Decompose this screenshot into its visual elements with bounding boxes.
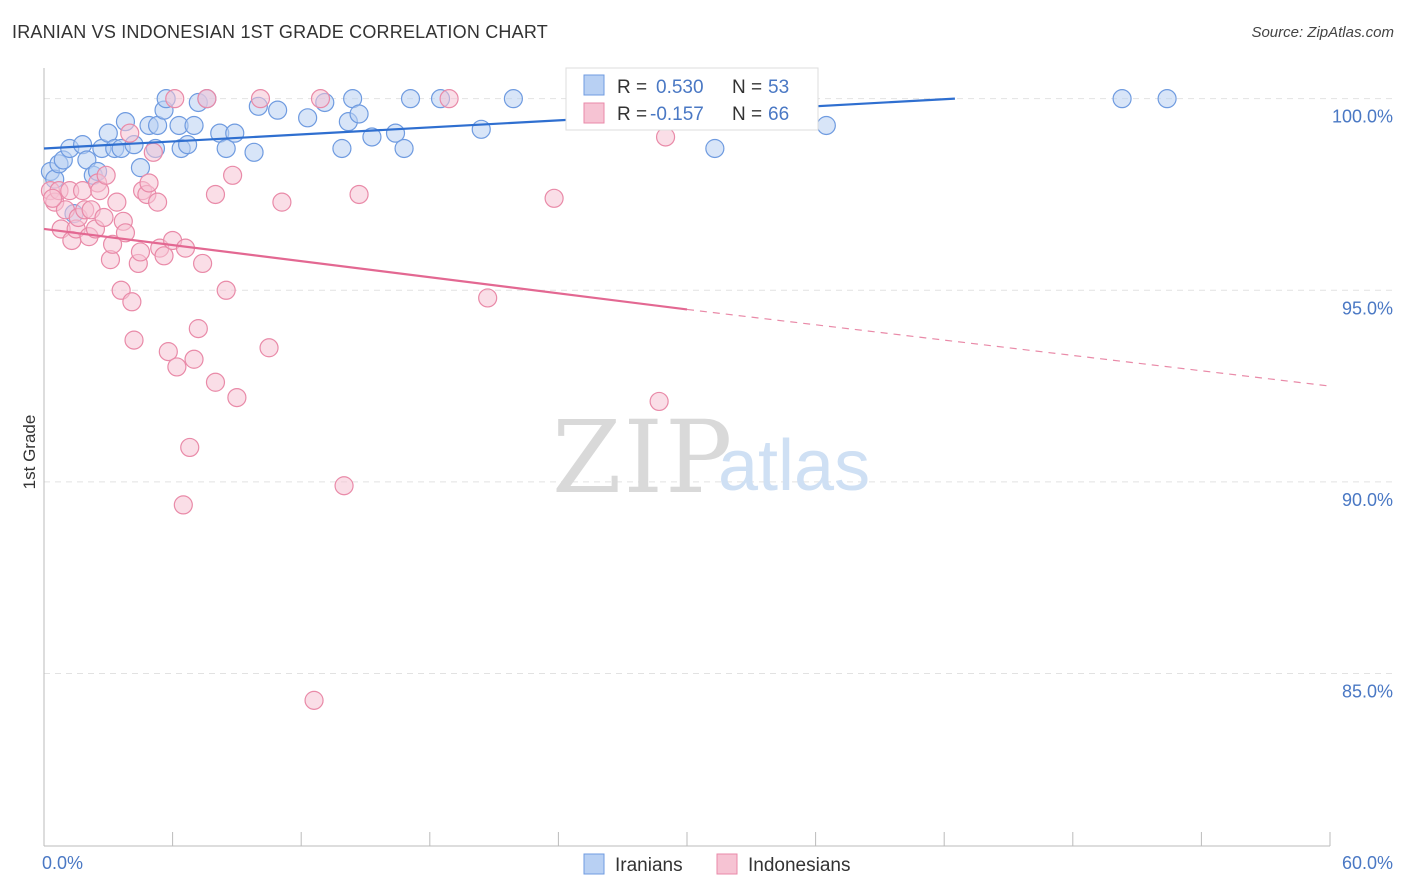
point-indonesians-43	[184, 349, 204, 369]
point-iranians-45	[471, 119, 491, 139]
point-indonesians-52	[250, 89, 271, 109]
x-ticks	[43, 832, 1331, 846]
x-tick-label-1: 60.0%	[1342, 853, 1393, 873]
point-indonesians-26	[124, 330, 144, 350]
point-iranians-36	[332, 138, 352, 159]
trend-line-indonesians	[43, 227, 688, 311]
point-indonesians-56	[310, 89, 331, 109]
point-indonesians-47	[205, 184, 226, 205]
series-legend: Iranians Indonesians	[583, 853, 850, 876]
point-iranians-39	[349, 104, 369, 124]
source-label: Source: ZipAtlas.com	[1251, 24, 1394, 41]
stats-legend-frame	[565, 67, 819, 131]
y-axis-title: 1st Grade	[20, 415, 39, 490]
stats-legend-swatch-indonesians	[583, 102, 605, 124]
point-indonesians-36	[158, 342, 178, 362]
point-iranians-24	[178, 135, 198, 155]
point-iranians-46	[503, 89, 523, 109]
point-indonesians-24	[120, 123, 140, 143]
point-iranians-52	[1157, 89, 1177, 109]
x-tick-labels: 0.0% 60.0%	[42, 853, 1393, 873]
point-iranians-16	[130, 158, 151, 178]
legend-swatch-iranians	[583, 853, 605, 875]
point-indonesians-65	[42, 188, 63, 208]
point-indonesians-53	[259, 338, 279, 358]
point-iranians-34	[298, 108, 318, 128]
trend-line-extension-indonesians	[686, 308, 1331, 387]
point-indonesians-46	[197, 89, 217, 109]
point-indonesians-63	[649, 391, 669, 412]
legend-label-iranians: Iranians	[615, 855, 683, 876]
point-indonesians-57	[334, 476, 354, 496]
point-indonesians-51	[227, 387, 247, 408]
point-iranians-42	[394, 138, 414, 159]
legend-swatch-indonesians	[716, 853, 738, 875]
y-tick-label-0: 100.0%	[1332, 107, 1393, 127]
stats-n-value-indonesians: 66	[768, 104, 789, 125]
stats-n-label-iranians: N =	[732, 77, 762, 98]
point-indonesians-40	[173, 495, 193, 515]
stats-r-label-iranians: R =	[617, 77, 647, 98]
x-tick-label-0: 0.0%	[42, 853, 83, 873]
point-indonesians-64	[655, 127, 676, 147]
point-indonesians-39	[167, 357, 187, 377]
point-indonesians-49	[216, 280, 236, 300]
chart-title: IRANIAN VS INDONESIAN 1ST GRADE CORRELAT…	[12, 22, 548, 42]
point-indonesians-50	[223, 165, 243, 185]
point-indonesians-32	[143, 142, 163, 162]
point-indonesians-59	[439, 89, 459, 109]
point-indonesians-35	[154, 246, 174, 266]
point-indonesians-55	[304, 690, 324, 710]
point-indonesians-60	[478, 288, 498, 308]
stats-n-value-iranians: 53	[768, 77, 789, 98]
point-indonesians-44	[188, 319, 208, 339]
watermark: ZIP atlas	[552, 399, 870, 516]
point-indonesians-33	[147, 192, 168, 212]
point-indonesians-31	[139, 173, 159, 193]
point-iranians-25	[184, 115, 204, 136]
point-iranians-40	[362, 127, 382, 147]
point-indonesians-28	[130, 242, 151, 262]
point-iranians-51	[1112, 89, 1132, 109]
point-indonesians-54	[272, 192, 292, 212]
stats-r-label-indonesians: R =	[617, 104, 647, 125]
stats-r-value-iranians: 0.530	[656, 77, 704, 98]
stats-n-label-indonesians: N =	[732, 104, 762, 125]
point-indonesians-19	[102, 234, 123, 254]
stats-r-value-indonesians: -0.157	[650, 104, 704, 125]
point-indonesians-42	[180, 437, 200, 458]
stats-legend-swatch-iranians	[583, 74, 605, 96]
stats-legend: R = 0.530 N = 53 R = -0.157 N = 66	[565, 67, 819, 131]
point-indonesians-16	[94, 207, 114, 228]
y-tick-labels: 100.0% 95.0% 90.0% 85.0%	[1332, 107, 1393, 702]
y-tick-label-1: 95.0%	[1342, 298, 1393, 318]
y-tick-label-3: 85.0%	[1342, 682, 1393, 702]
point-iranians-50	[816, 115, 836, 136]
legend-label-indonesians: Indonesians	[748, 855, 850, 876]
point-indonesians-48	[205, 372, 226, 392]
point-indonesians-61	[544, 188, 564, 208]
point-indonesians-23	[115, 223, 136, 243]
point-indonesians-38	[165, 89, 185, 109]
grid-lines	[44, 98, 1392, 675]
point-indonesians-45	[193, 253, 213, 274]
point-indonesians-17	[96, 165, 116, 185]
point-iranians-43	[400, 89, 421, 109]
point-iranians-33	[268, 100, 288, 120]
point-iranians-48	[705, 138, 725, 159]
point-iranians-31	[244, 142, 264, 162]
point-indonesians-20	[107, 192, 127, 212]
watermark-atlas: atlas	[718, 426, 870, 506]
y-tick-label-2: 90.0%	[1342, 490, 1393, 510]
point-indonesians-25	[122, 292, 142, 312]
point-indonesians-58	[349, 184, 369, 205]
watermark-zip: ZIP	[552, 399, 734, 516]
